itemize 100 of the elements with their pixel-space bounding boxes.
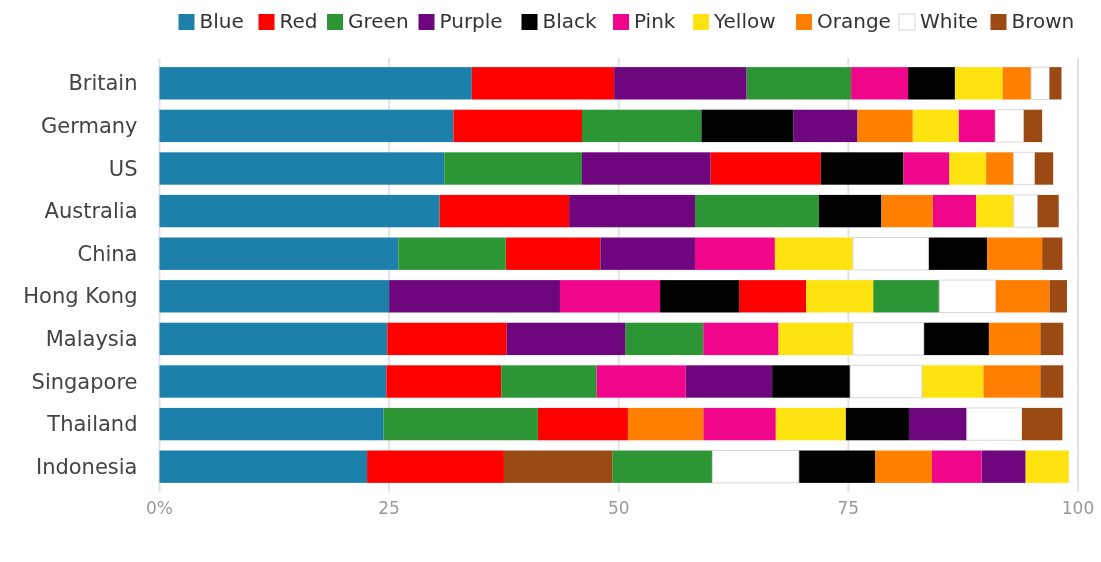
bar: [958, 109, 996, 143]
bar: [873, 280, 940, 313]
bar: [159, 365, 387, 398]
y-tick-label: Malaysia: [45, 326, 138, 351]
bar: [367, 450, 504, 483]
bar: [505, 237, 601, 270]
bar: [966, 407, 1023, 441]
bar: [903, 152, 950, 185]
bar: [739, 280, 807, 313]
bar: [881, 194, 933, 228]
bar: [569, 194, 695, 228]
bar: [625, 322, 704, 356]
legend-label: Green: [348, 9, 409, 33]
bar: [852, 237, 929, 271]
bar: [774, 237, 853, 270]
bar: [995, 280, 1050, 313]
bar: [387, 322, 507, 356]
bar: [159, 152, 445, 185]
bar: [159, 237, 399, 270]
bar: [988, 322, 1041, 356]
bar: [600, 237, 695, 270]
y-tick-label: Singapore: [31, 369, 138, 394]
y-tick-label: US: [108, 156, 138, 181]
legend-label: White: [920, 9, 979, 33]
bar: [986, 152, 1014, 185]
bar: [694, 237, 775, 270]
legend-label: Purple: [439, 9, 503, 33]
bar: [386, 365, 502, 398]
bar: [746, 67, 852, 100]
bar: [921, 365, 984, 398]
bar: [383, 407, 538, 441]
bar: [987, 237, 1043, 270]
bar: [931, 450, 982, 483]
bar: [798, 450, 876, 483]
x-tick-label: 100: [1061, 498, 1095, 518]
bar: [908, 67, 955, 100]
y-tick-label: Indonesia: [35, 454, 138, 479]
bar: [949, 152, 987, 185]
bar: [398, 237, 506, 270]
bar: [1049, 280, 1067, 313]
bar: [685, 365, 773, 398]
bar: [453, 109, 583, 143]
bar: [912, 109, 959, 143]
bar: [159, 450, 368, 483]
bar: [1025, 450, 1069, 483]
bar: [852, 322, 925, 356]
bar: [159, 322, 388, 356]
bar: [389, 280, 560, 313]
bar: [994, 109, 1025, 143]
y-tick-label: Australia: [44, 199, 138, 224]
bar: [159, 194, 440, 228]
bar: [582, 109, 702, 143]
bar: [938, 279, 996, 313]
bar: [875, 450, 932, 483]
legend-label: Pink: [634, 9, 676, 33]
bar: [703, 322, 779, 356]
bar: [627, 407, 704, 441]
y-tick-label: Hong Kong: [23, 284, 138, 309]
bar: [1013, 151, 1036, 186]
bar: [981, 450, 1026, 483]
x-tick-label: 75: [837, 498, 860, 518]
bar: [159, 407, 384, 441]
bar: [614, 67, 747, 100]
bar: [928, 237, 988, 270]
bar: [775, 407, 846, 441]
bar: [596, 365, 686, 398]
bar: [772, 365, 851, 398]
bar: [159, 67, 472, 100]
bar: [559, 280, 661, 313]
bar: [1013, 194, 1039, 228]
legend-label: Yellow: [713, 9, 776, 33]
y-tick-label: China: [77, 241, 138, 266]
bar: [471, 67, 615, 100]
legend-label: Black: [542, 9, 598, 33]
bar: [537, 407, 628, 441]
bar: [1040, 322, 1064, 356]
bar: [806, 280, 874, 313]
bar: [1002, 67, 1032, 100]
legend-label: Blue: [199, 9, 244, 33]
bar: [932, 194, 977, 228]
bar: [710, 152, 821, 185]
bar: [857, 109, 913, 143]
bar: [1023, 109, 1043, 143]
bar: [701, 109, 794, 143]
legend-label: Orange: [817, 9, 891, 33]
bar: [923, 322, 989, 356]
y-tick-label: Thailand: [46, 412, 138, 437]
x-tick-label: 25: [378, 498, 400, 518]
bar: [1049, 67, 1062, 100]
bar: [582, 152, 711, 185]
bar: [778, 322, 853, 356]
bar: [1040, 365, 1064, 398]
bar: [983, 365, 1041, 398]
legend-label: Brown: [1011, 9, 1075, 33]
bar: [660, 280, 740, 313]
y-tick-label: Germany: [40, 113, 138, 138]
bar: [612, 450, 713, 483]
bar: [503, 450, 613, 483]
bar: [976, 194, 1014, 228]
bar: [159, 280, 390, 313]
